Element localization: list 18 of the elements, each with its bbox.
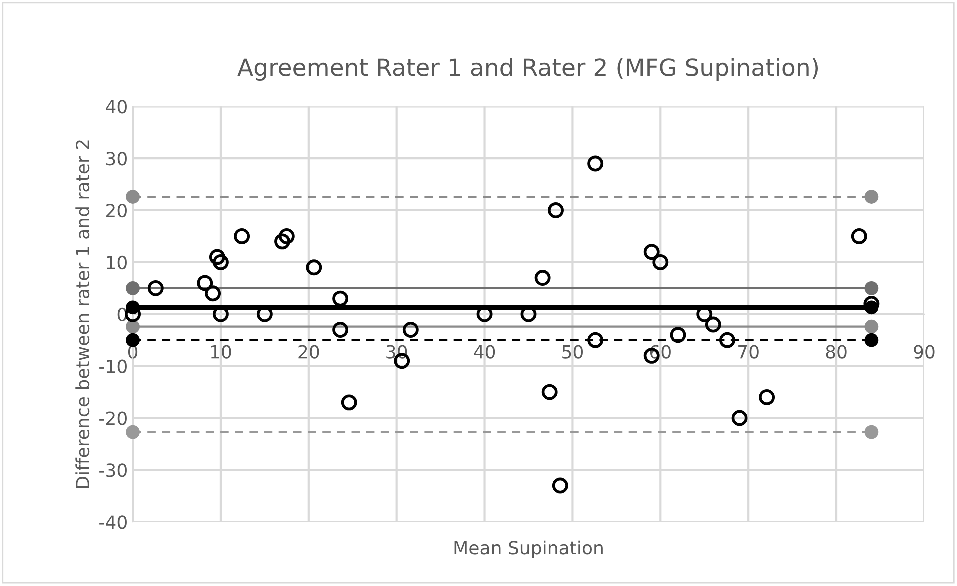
y-tick-label: 20 xyxy=(106,204,127,218)
x-axis-title: Mean Supination xyxy=(454,540,603,558)
chart-title: Agreement Rater 1 and Rater 2 (MFG Supination) xyxy=(238,58,818,82)
y-tick-label: -30 xyxy=(100,464,127,478)
y-tick-label: 10 xyxy=(107,256,127,270)
x-tick-label: 80 xyxy=(826,345,847,359)
x-tick-label: 40 xyxy=(474,345,496,359)
y-tick-label: -40 xyxy=(100,516,127,530)
x-tick-label: 20 xyxy=(298,345,320,359)
x-tick-label: 10 xyxy=(211,345,232,359)
y-tick-label: -20 xyxy=(100,412,127,426)
x-tick-label: 70 xyxy=(738,345,759,359)
y-tick-label: 30 xyxy=(106,152,127,166)
x-tick-label: 50 xyxy=(562,345,583,359)
y-tick-label: 40 xyxy=(106,100,127,114)
y-tick-label: -10 xyxy=(100,360,127,374)
y-axis-title: Difference between rater 1 and rater 2 xyxy=(76,140,90,488)
x-tick-label: 90 xyxy=(914,345,935,359)
